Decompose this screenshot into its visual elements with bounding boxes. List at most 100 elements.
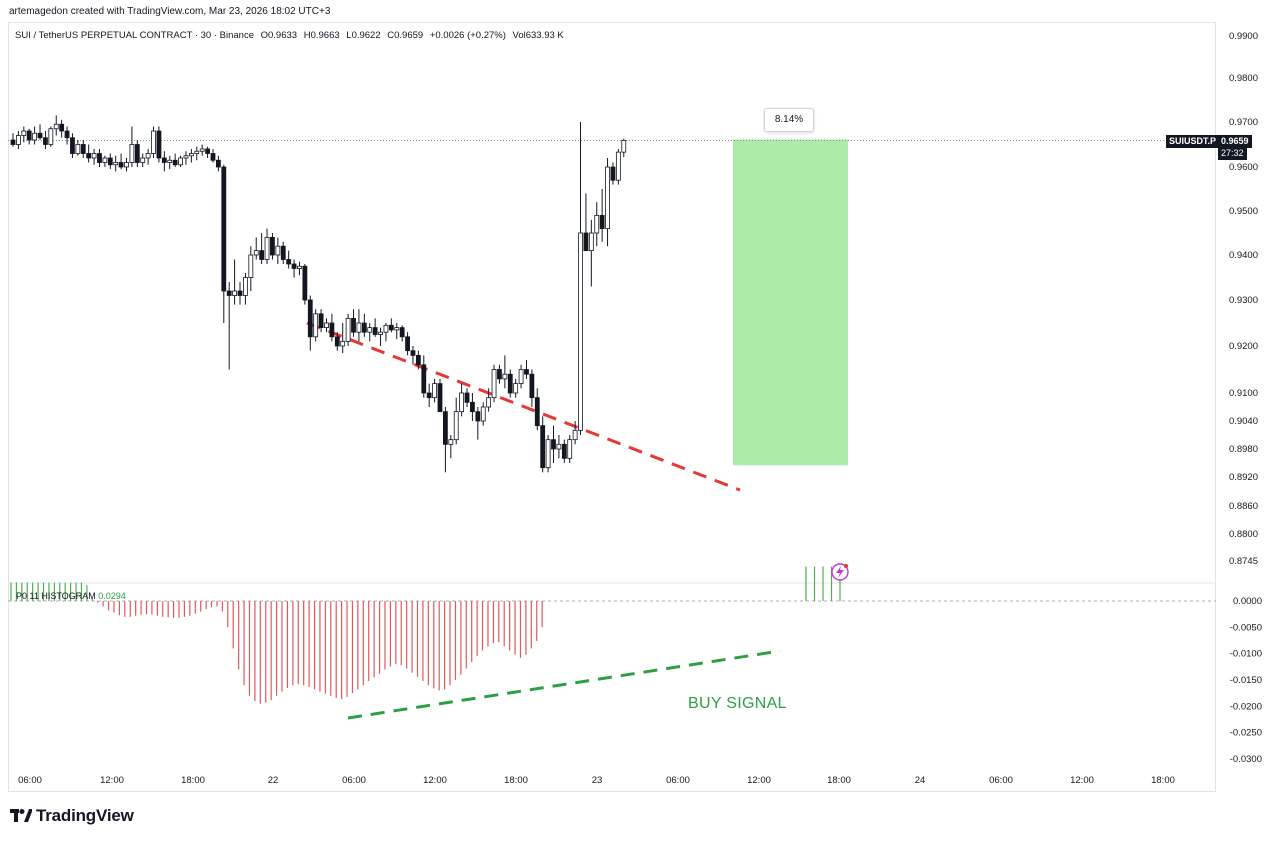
candle-body [75, 144, 81, 154]
candle-body [91, 153, 97, 159]
candle-body [405, 336, 410, 352]
candle-body [188, 153, 194, 157]
price-range-highlight [733, 139, 848, 466]
candle [21, 126, 27, 143]
candle [302, 264, 308, 305]
candle-body [491, 369, 497, 399]
ohlc-low: L0.9622 [346, 30, 381, 41]
symbol-title[interactable]: SUI / TetherUS PERPETUAL CONTRACT · 30 ·… [15, 30, 254, 41]
candle-body [307, 299, 313, 338]
candle [356, 309, 362, 342]
candle-body [232, 290, 238, 296]
candle-body [556, 443, 562, 450]
candle [297, 261, 302, 276]
candle [513, 378, 519, 398]
candle [124, 158, 129, 172]
candle-body [275, 245, 281, 256]
candle-body [259, 250, 265, 260]
candle [378, 327, 383, 346]
candle [107, 153, 113, 170]
time-axis-tick: 22 [268, 775, 279, 786]
candle-body [253, 250, 259, 256]
candle-body [291, 263, 297, 269]
candle [453, 397, 459, 445]
candle-body [453, 411, 459, 441]
candle [167, 155, 173, 170]
lightning-alert-icon [831, 563, 849, 581]
candle [583, 193, 589, 252]
candle-body [502, 373, 508, 380]
candle [470, 393, 475, 421]
time-axis-tick: 18:00 [827, 775, 851, 786]
tradingview-logo[interactable]: TradingView [10, 806, 134, 826]
candle [226, 282, 232, 370]
candle [518, 364, 524, 389]
candle [551, 425, 556, 463]
candle [524, 360, 529, 379]
candle-body [118, 162, 124, 168]
candle-body [16, 135, 21, 145]
candle-body [551, 439, 556, 450]
candle-body [199, 148, 205, 152]
candle [324, 318, 329, 333]
candle-body [524, 369, 529, 375]
candle-body [243, 277, 248, 296]
symbol-legend[interactable]: SUI / TetherUS PERPETUAL CONTRACT · 30 ·… [15, 30, 568, 41]
candle-body [621, 140, 627, 153]
candle [610, 162, 616, 185]
candle [161, 151, 167, 172]
candle [399, 325, 405, 342]
candle [80, 140, 86, 158]
time-axis-tick: 12:00 [100, 775, 124, 786]
price-axis-tick: 0.9700 [1229, 117, 1258, 128]
candle [572, 421, 578, 445]
histogram-name: P0 11 HISTOGRAM [16, 591, 96, 601]
histogram-axis-tick: 0.0000 [1233, 596, 1262, 607]
price-axis-tick: 0.9300 [1229, 295, 1258, 306]
candle-body [264, 236, 270, 260]
price-axis-tick: 0.8800 [1229, 529, 1258, 540]
candle [405, 332, 410, 356]
time-axis-tick: 12:00 [1070, 775, 1094, 786]
divergence-trendline [347, 649, 781, 720]
candle [151, 126, 156, 158]
candle-body [210, 153, 216, 161]
candle [221, 164, 227, 323]
candle [534, 388, 540, 431]
candle [253, 237, 259, 260]
ohlc-high: H0.9663 [303, 30, 340, 41]
candle [97, 149, 102, 167]
candle-body [302, 265, 308, 301]
candle-body [610, 166, 616, 181]
candle [307, 295, 313, 351]
histogram-axis-tick: -0.0300 [1230, 754, 1262, 765]
candle-body [561, 443, 567, 459]
candle [432, 378, 437, 403]
candle-body [329, 322, 335, 338]
buy-signal-annotation: BUY SIGNAL [688, 695, 787, 712]
candle [437, 378, 443, 413]
candle-body [345, 317, 351, 342]
candle-body [583, 232, 589, 252]
candle [599, 189, 605, 242]
candle [367, 323, 373, 342]
candle-body [399, 327, 405, 338]
candle-body [64, 130, 70, 139]
candle [351, 309, 356, 337]
candle [70, 133, 75, 158]
candle [313, 309, 319, 342]
candle [561, 439, 567, 463]
candle-body [594, 214, 600, 234]
histogram-legend[interactable]: P0 11 HISTOGRAM 0.0294 [16, 591, 126, 601]
candle-body [605, 166, 610, 229]
candle [486, 388, 492, 412]
candle [199, 144, 205, 156]
candle-body [437, 383, 443, 413]
time-axis-tick: 18:00 [504, 775, 528, 786]
candle-body [248, 254, 254, 278]
price-axis-tick: 0.9200 [1229, 341, 1258, 352]
time-axis-tick: 24 [915, 775, 926, 786]
chart-frame [8, 22, 1216, 792]
candle [464, 388, 470, 407]
